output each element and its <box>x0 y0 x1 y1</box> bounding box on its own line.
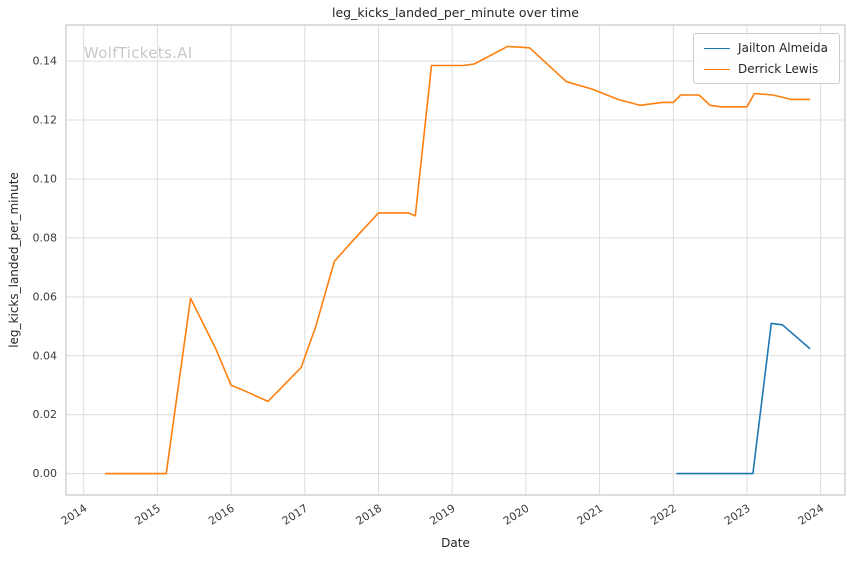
watermark: WolfTickets.AI <box>84 44 193 62</box>
x-axis-label: Date <box>441 536 470 550</box>
x-tick-label: 2014 <box>59 502 90 528</box>
chart-title: leg_kicks_landed_per_minute over time <box>332 5 579 20</box>
y-tick-label: 0.14 <box>33 55 58 68</box>
x-tick-label: 2015 <box>132 502 163 528</box>
x-tick-label: 2017 <box>280 502 311 528</box>
x-tick-label: 2024 <box>796 502 827 528</box>
x-tick-label: 2022 <box>648 502 679 528</box>
series-line-jailton-almeida <box>676 322 811 475</box>
x-tick-label: 2023 <box>722 502 753 528</box>
y-tick-label: 0.08 <box>33 231 58 244</box>
y-tick-label: 0.12 <box>33 114 58 127</box>
x-tick-label: 2018 <box>354 502 385 528</box>
legend: Jailton Almeida Derrick Lewis <box>693 33 840 84</box>
y-tick-label: 0.02 <box>33 408 58 421</box>
x-tick-label: 2020 <box>501 502 532 528</box>
series-line-derrick-lewis <box>105 45 811 475</box>
x-tick-label: 2016 <box>206 502 237 528</box>
y-tick-label: 0.00 <box>33 467 58 480</box>
y-tick-label: 0.10 <box>33 172 58 185</box>
legend-line-jailton-almeida <box>704 47 731 49</box>
x-tick-label: 2019 <box>427 502 458 528</box>
x-tick-label: 2021 <box>575 502 606 528</box>
legend-item-derrick-lewis: Derrick Lewis <box>704 62 828 76</box>
plot-border <box>65 24 846 496</box>
legend-label-jailton-almeida: Jailton Almeida <box>738 41 828 55</box>
legend-label-derrick-lewis: Derrick Lewis <box>738 62 819 76</box>
legend-line-derrick-lewis <box>704 68 731 70</box>
y-tick-label: 0.04 <box>33 349 58 362</box>
legend-item-jailton-almeida: Jailton Almeida <box>704 41 828 55</box>
y-tick-label: 0.06 <box>33 290 58 303</box>
y-axis-label: leg_kicks_landed_per_minute <box>7 172 21 348</box>
